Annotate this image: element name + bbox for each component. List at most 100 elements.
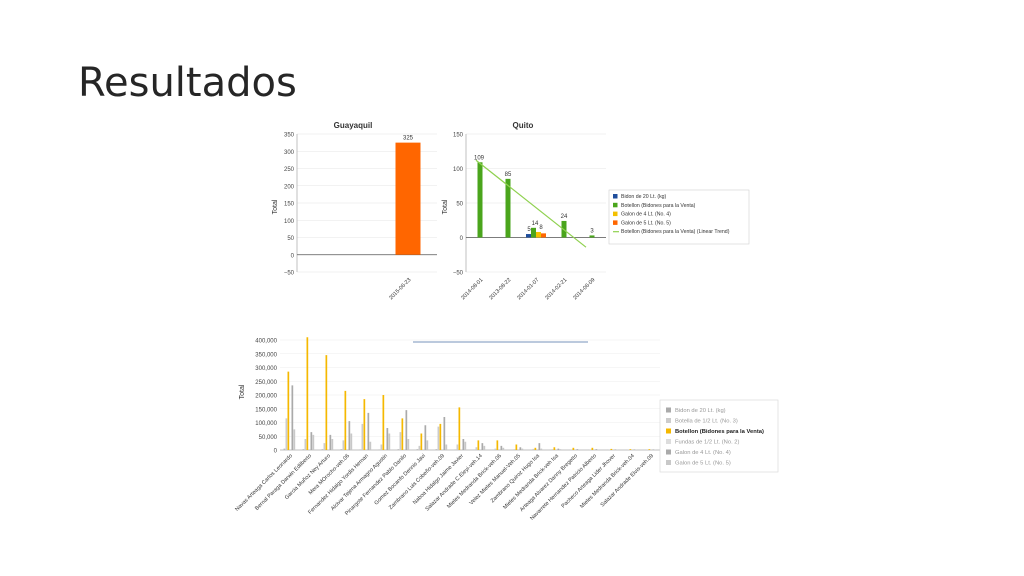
bar	[312, 434, 315, 450]
data-label: 24	[561, 214, 568, 220]
y-tick-label: 400,000	[255, 339, 277, 345]
legend-label: Botellon (Bidones para la Venta) (Linear…	[621, 229, 730, 235]
data-label: 85	[505, 172, 512, 178]
x-tick-label: 2014-06-09	[572, 277, 596, 301]
bar	[439, 423, 442, 450]
legend-label: Bidon de 20 Lt. (kg)	[675, 408, 726, 414]
bar	[614, 449, 617, 450]
bar	[405, 410, 408, 450]
legend-box	[608, 189, 750, 245]
y-tick-label: 100	[453, 167, 464, 173]
chart-title: Quito	[513, 121, 534, 130]
bar	[329, 434, 332, 450]
x-tick-label: 2014-08-01	[460, 277, 484, 301]
bar	[521, 448, 524, 450]
bar	[572, 447, 575, 450]
bar	[310, 432, 313, 450]
bar	[456, 444, 459, 450]
legend-label: Botella de 1/2 Lt. (No. 3)	[675, 419, 738, 425]
y-tick-label: 250,000	[255, 380, 277, 386]
y-tick-label: 300	[284, 150, 295, 156]
y-tick-label: 350	[284, 133, 295, 139]
bar	[652, 449, 655, 450]
bar	[378, 449, 381, 450]
bar	[325, 355, 328, 450]
bar	[401, 418, 404, 450]
bar	[420, 433, 423, 450]
chart-quito: Quito Total −50 0 50 100 150 2014-08-01 2013-0…	[442, 121, 750, 301]
legend-swatch	[613, 202, 618, 208]
bar	[526, 234, 531, 238]
bar	[532, 448, 535, 450]
y-tick-label: 300,000	[255, 366, 277, 372]
bar	[464, 441, 467, 450]
y-axis-label: Total	[272, 199, 279, 214]
legend-swatch	[666, 428, 671, 434]
bar	[505, 178, 511, 238]
chart-title: Guayaquil	[334, 121, 373, 130]
bar	[293, 429, 296, 450]
bar	[540, 448, 543, 450]
data-label: 8	[539, 225, 543, 231]
legend-swatch	[666, 460, 671, 465]
y-tick-label: 100,000	[255, 421, 277, 427]
legend-label: Galon de 5 Lt. (No. 5)	[621, 220, 671, 226]
bar	[437, 426, 440, 450]
bar	[462, 439, 465, 450]
y-tick-label: 250	[284, 167, 295, 173]
bar	[538, 443, 541, 450]
trend-line	[475, 159, 587, 248]
data-label: 109	[474, 155, 485, 161]
bar	[363, 399, 366, 450]
x-tick-label: 2014-02-21	[544, 277, 568, 301]
bar	[380, 444, 383, 450]
bar	[399, 432, 402, 450]
bar	[382, 395, 385, 450]
bar	[344, 390, 347, 450]
bar	[531, 227, 536, 238]
x-tick-label: 2013-08-22	[488, 277, 512, 301]
bar	[359, 449, 362, 450]
bar	[477, 440, 480, 450]
legend-swatch	[666, 449, 671, 455]
legend-label: Botellon (Bidones para la Venta)	[621, 203, 696, 209]
bar	[348, 421, 351, 450]
bar	[418, 445, 421, 450]
bar	[323, 443, 326, 450]
bar	[367, 412, 370, 450]
legend-box	[659, 399, 779, 473]
bar	[578, 449, 581, 450]
bar	[483, 445, 486, 450]
bar	[454, 449, 457, 450]
chart-vendors: Total 0 50,000 100,000 150,000 200,000 250,00…	[234, 337, 779, 522]
bar	[502, 447, 505, 450]
bar	[477, 162, 483, 238]
bar	[536, 231, 541, 238]
data-label: 325	[403, 136, 414, 142]
data-label: 5	[527, 227, 531, 233]
legend-swatch	[613, 194, 618, 199]
legend-swatch	[666, 418, 671, 423]
bar	[589, 235, 595, 238]
bar	[591, 447, 594, 450]
bar	[340, 449, 343, 450]
bar	[331, 439, 334, 450]
bar	[494, 448, 497, 450]
y-axis-label: Total	[239, 384, 246, 399]
bar	[302, 449, 305, 450]
bar	[388, 433, 391, 450]
bar	[407, 439, 410, 450]
legend-label: Bidon de 20 Lt. (kg)	[621, 194, 667, 200]
bar	[426, 440, 429, 450]
y-tick-label: 0	[274, 449, 278, 455]
bar	[481, 443, 484, 450]
bar	[534, 447, 537, 450]
bar	[475, 447, 478, 450]
y-tick-label: 350,000	[255, 352, 277, 358]
bar	[629, 449, 632, 450]
y-tick-label: 150,000	[255, 407, 277, 413]
bar	[424, 425, 427, 450]
bar	[559, 449, 562, 450]
legend-swatch	[613, 220, 618, 225]
bar	[458, 407, 461, 450]
